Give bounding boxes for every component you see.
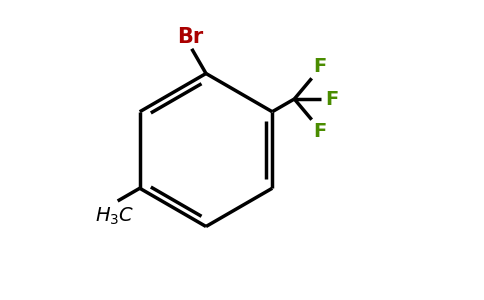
Text: Br: Br: [177, 27, 203, 47]
Text: $H_3C$: $H_3C$: [95, 206, 135, 227]
Text: F: F: [313, 57, 326, 76]
Text: F: F: [313, 122, 326, 141]
Text: F: F: [325, 89, 338, 109]
